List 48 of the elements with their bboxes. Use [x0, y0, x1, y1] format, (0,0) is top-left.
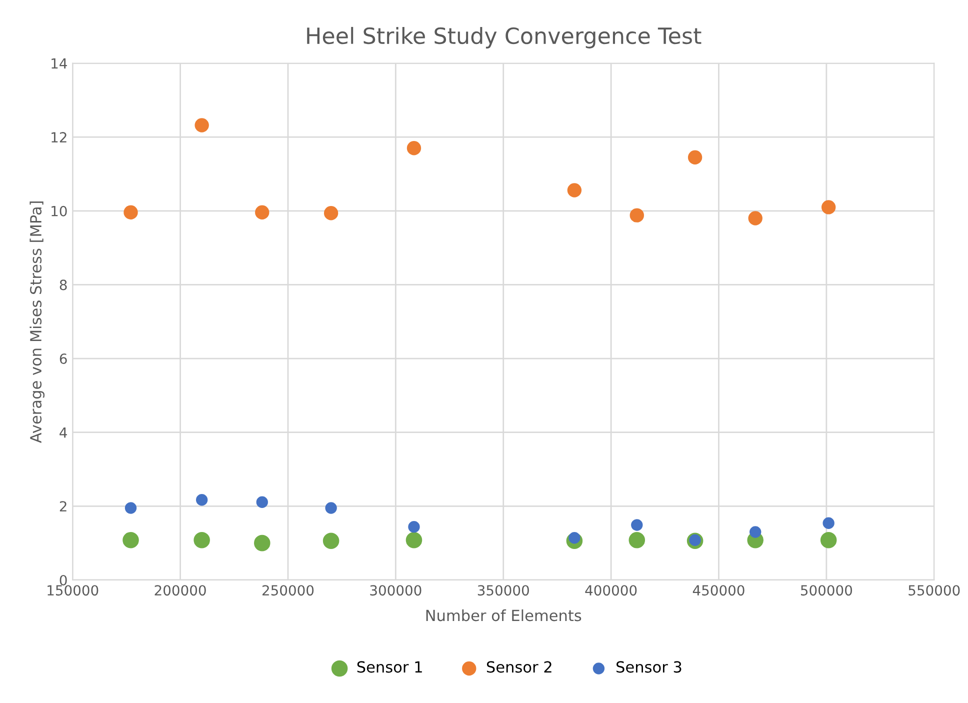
point [322, 532, 340, 549]
point [408, 520, 420, 533]
legend-label: Sensor 1 [357, 661, 422, 673]
x-tick-label: 150000 [48, 585, 98, 596]
point [194, 532, 210, 548]
point [406, 532, 422, 548]
x-tick-label: 350000 [478, 585, 529, 596]
point [820, 532, 837, 548]
point [631, 519, 643, 531]
x-tick-label: 200000 [154, 585, 206, 596]
point [196, 494, 208, 506]
y-tick-label: 10 [52, 206, 67, 216]
point [194, 118, 209, 132]
y-tick-label: 2 [60, 501, 66, 512]
y-tick-label: 14 [52, 58, 67, 69]
x-tick-label: 400000 [585, 585, 637, 596]
point [821, 200, 836, 214]
x-tick-label: 450000 [692, 585, 744, 596]
y-tick-label: 6 [60, 354, 67, 364]
point [748, 211, 762, 226]
legend-label: Sensor 3 [616, 661, 682, 673]
point [630, 208, 644, 222]
point [628, 532, 646, 548]
y-tick-label: 8 [60, 280, 67, 290]
y-tick-label: 12 [52, 132, 66, 142]
point [406, 141, 422, 156]
point [750, 526, 762, 538]
y-tick-label: 0 [60, 574, 67, 586]
point [324, 206, 338, 220]
legend-label: Sensor 2 [486, 661, 552, 673]
point [325, 502, 337, 514]
point [124, 205, 138, 220]
point [124, 502, 137, 514]
point [567, 183, 582, 198]
x-tick-label: 250000 [262, 585, 314, 596]
point [255, 205, 270, 220]
x-tick-label: 300000 [370, 585, 422, 596]
chart-title: Heel Strike Study Convergence Test [307, 26, 702, 48]
x-tick-label: 550000 [908, 585, 960, 596]
point [688, 150, 702, 164]
point [254, 534, 270, 552]
y-tick-label: 4 [60, 427, 67, 438]
point [256, 496, 268, 508]
point [822, 517, 834, 529]
x-tick-label: 500000 [800, 585, 852, 596]
x-axis-title: Number of Elements [426, 609, 582, 622]
point [122, 532, 139, 548]
y-axis-title: Average von Mises Stress [MPa] [30, 201, 45, 443]
